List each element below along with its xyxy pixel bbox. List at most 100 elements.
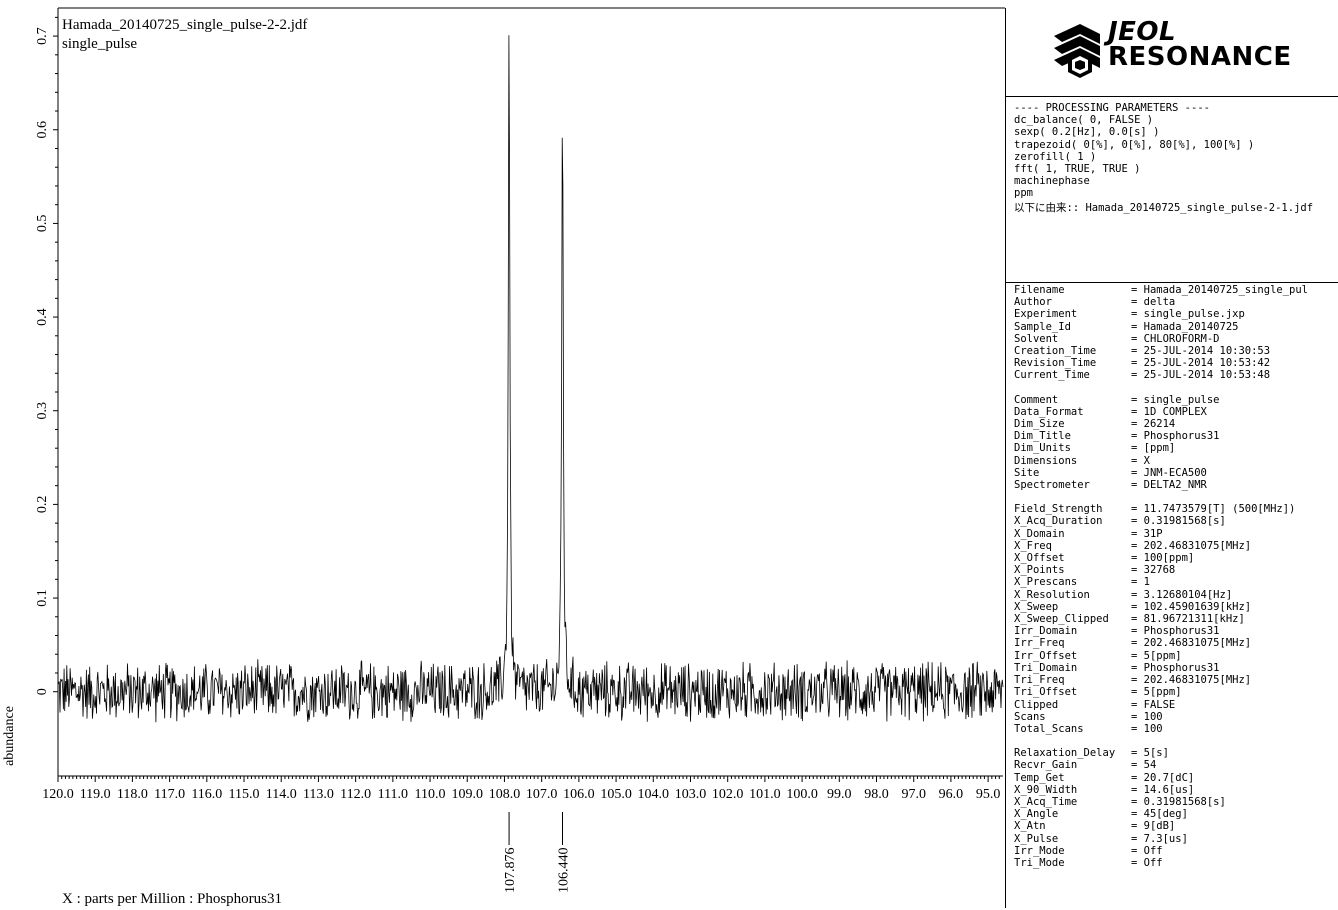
param-key: X_90_Width: [1014, 783, 1078, 796]
param-row: Revision_Time = 25-JUL-2014 10:53:42: [1014, 357, 1308, 369]
param-key: Total_Scans: [1014, 722, 1084, 735]
param-key: Data_Format: [1014, 405, 1084, 418]
x-axis-title: X : parts per Million : Phosphorus31: [62, 891, 282, 907]
param-value: = 5[ppm]: [1131, 649, 1182, 662]
y-tick-label: 0.4: [35, 308, 50, 326]
processing-line: ---- PROCESSING PARAMETERS ----: [1014, 102, 1210, 114]
param-key: X_Prescans: [1014, 576, 1078, 589]
param-key: Irr_Domain: [1014, 625, 1078, 638]
param-row: X_Sweep_Clipped = 81.96721311[kHz]: [1014, 613, 1308, 625]
param-value: = 202.46831075[MHz]: [1131, 539, 1252, 552]
param-row: Temp_Get = 20.7[dC]: [1014, 772, 1308, 784]
param-value: = single_pulse.jxp: [1131, 308, 1245, 321]
param-value: = 20.7[dC]: [1131, 771, 1195, 784]
spectrum-line: [57, 35, 1004, 723]
param-value: = 100: [1131, 710, 1163, 723]
param-row: Irr_Domain = Phosphorus31: [1014, 625, 1308, 637]
param-key: Tri_Mode: [1014, 856, 1065, 869]
param-row: X_Domain = 31P: [1014, 528, 1308, 540]
param-value: = X: [1131, 454, 1150, 467]
y-tick-label: 0.7: [35, 27, 50, 45]
x-tick-label: 112.0: [340, 787, 371, 802]
processing-line: dc_balance( 0, FALSE ): [1014, 114, 1154, 127]
param-key: Clipped: [1014, 698, 1059, 711]
param-key: X_Atn: [1014, 820, 1046, 833]
param-row: Dim_Units = [ppm]: [1014, 442, 1308, 454]
y-tick-label: 0.6: [35, 121, 50, 139]
param-value: = 5[s]: [1131, 747, 1169, 760]
param-value: = 5[ppm]: [1131, 686, 1182, 699]
param-value: = Off: [1131, 856, 1163, 869]
param-key: Irr_Offset: [1014, 649, 1078, 662]
param-row: Tri_Mode = Off: [1014, 857, 1308, 869]
spectrum-plot: 0 0.1 0.2 0.3 0.4 0.5 0.6 0.7 120.0 119.0 118.0 117…: [2, 7, 1005, 907]
processing-line: trapezoid( 0[%], 0[%], 80[%], 100[%] ): [1014, 138, 1255, 151]
x-tick-label: 110.0: [415, 787, 446, 802]
param-row: X_Acq_Time = 0.31981568[s]: [1014, 796, 1308, 808]
param-value: = 100: [1131, 722, 1163, 735]
param-row: X_Points = 32768: [1014, 564, 1308, 576]
param-value: = single_pulse: [1131, 393, 1220, 406]
x-tick-label: 100.0: [786, 787, 818, 802]
param-key: Irr_Mode: [1014, 844, 1065, 857]
param-key: Filename: [1014, 284, 1065, 296]
processing-lines: ---- PROCESSING PARAMETERS ---- dc_balanc…: [1014, 102, 1254, 200]
logo-text: JEOL RESONANCE: [1108, 19, 1292, 70]
param-key: Irr_Freq: [1014, 637, 1065, 650]
param-row: Recvr_Gain = 54: [1014, 759, 1308, 771]
param-value: = Off: [1131, 844, 1163, 857]
param-value: = 26214: [1131, 418, 1176, 431]
x-tick-label: 105.0: [600, 787, 632, 802]
processing-line: zerofill( 1 ): [1014, 150, 1097, 163]
param-value: = 202.46831075[MHz]: [1131, 674, 1252, 687]
x-tick-label: 108.0: [489, 787, 521, 802]
y-tick-label: 0.1: [35, 589, 50, 607]
param-row: X_Offset = 100[ppm]: [1014, 552, 1308, 564]
spectrum-filename: Hamada_20140725_single_pulse-2-2.jdf: [62, 17, 308, 33]
param-value: = 25-JUL-2014 10:53:48: [1131, 369, 1271, 382]
jeol-logo-icon: [1054, 24, 1100, 78]
param-key: Relaxation_Delay: [1014, 747, 1116, 760]
x-tick-label: 102.0: [712, 787, 744, 802]
processing-line: machinephase: [1014, 175, 1090, 188]
x-tick-label: 97.0: [901, 787, 926, 802]
x-tick-label: 119.0: [80, 787, 111, 802]
peak-label: 106.440: [556, 848, 571, 894]
param-row: Site = JNM-ECA500: [1014, 467, 1308, 479]
param-row: Spectrometer = DELTA2_NMR: [1014, 479, 1308, 491]
param-row: Experiment = single_pulse.jxp: [1014, 308, 1308, 320]
param-value: = delta: [1131, 296, 1176, 309]
param-key: X_Pulse: [1014, 832, 1059, 845]
x-tick-label: 99.0: [827, 787, 852, 802]
param-row: Creation_Time = 25-JUL-2014 10:30:53: [1014, 345, 1308, 357]
param-value: = 100[ppm]: [1131, 552, 1195, 565]
param-row: X_Acq_Duration = 0.31981568[s]: [1014, 515, 1308, 527]
x-tick-label: 118.0: [117, 787, 148, 802]
param-row: Author = delta: [1014, 296, 1308, 308]
param-spacer: [1014, 491, 1308, 503]
param-key: Spectrometer: [1014, 479, 1090, 492]
param-value: = 14.6[us]: [1131, 783, 1195, 796]
x-tick-label: 113.0: [303, 787, 334, 802]
param-key: Scans: [1014, 710, 1046, 723]
param-value: = 32768: [1131, 564, 1176, 577]
param-value: = Hamada_20140725_single_pul: [1131, 284, 1309, 296]
param-key: Tri_Offset: [1014, 686, 1078, 699]
param-key: Recvr_Gain: [1014, 759, 1078, 772]
param-row: Dim_Size = 26214: [1014, 418, 1308, 430]
param-key: X_Points: [1014, 564, 1065, 577]
param-key: Revision_Time: [1014, 357, 1097, 370]
param-key: Sample_Id: [1014, 320, 1071, 333]
param-key: Dim_Size: [1014, 418, 1065, 431]
param-value: = DELTA2_NMR: [1131, 479, 1207, 492]
logo-box: JEOL RESONANCE: [1006, 8, 1338, 97]
param-value: = 0.31981568[s]: [1131, 795, 1226, 808]
param-spacer: [1014, 382, 1308, 394]
param-value: = Phosphorus31: [1131, 625, 1220, 638]
param-value: = FALSE: [1131, 698, 1176, 711]
param-value: = 1: [1131, 576, 1150, 589]
param-value: = 25-JUL-2014 10:30:53: [1131, 345, 1271, 358]
param-key: X_Acq_Duration: [1014, 515, 1103, 528]
param-row: Sample_Id = Hamada_20140725: [1014, 321, 1308, 333]
param-row: Dimensions = X: [1014, 455, 1308, 467]
